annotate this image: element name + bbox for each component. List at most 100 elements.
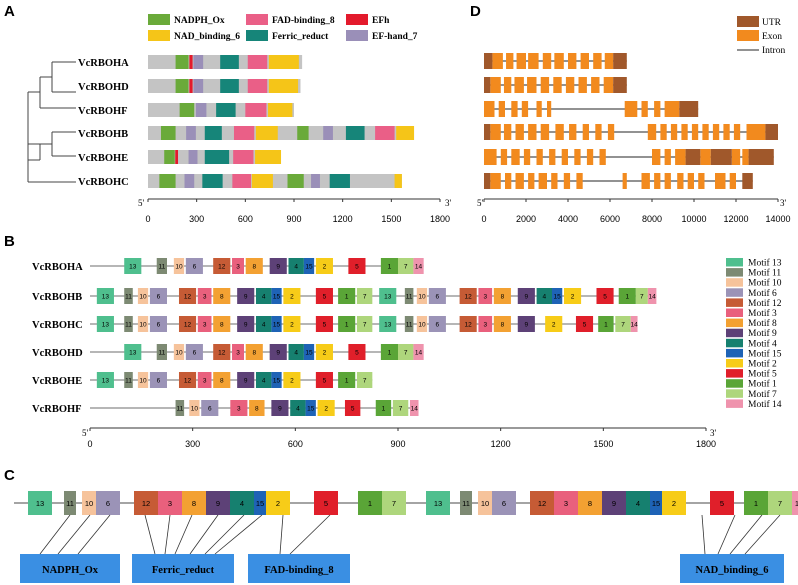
utr-block xyxy=(765,124,778,140)
motif-number: 7 xyxy=(640,294,644,301)
motif-7 xyxy=(635,288,648,304)
legend-label-motif-7: Motif 7 xyxy=(748,389,777,400)
domain-ef-hand_7 xyxy=(193,79,204,93)
motif-number: 8 xyxy=(588,499,592,508)
motif-number: 8 xyxy=(252,350,256,357)
connector-line xyxy=(174,514,193,555)
motif-number: 5 xyxy=(324,499,328,508)
exon-block xyxy=(538,173,547,189)
motif-9 xyxy=(517,316,535,332)
motif-number: 6 xyxy=(502,499,506,508)
motif-number: 9 xyxy=(612,499,616,508)
panel-c-letter: C xyxy=(4,467,15,484)
motif-15 xyxy=(271,288,282,304)
motif-7 xyxy=(356,316,373,332)
legend-label-exon: Exon xyxy=(762,32,782,42)
motif-1 xyxy=(380,344,398,360)
motif-number: 8 xyxy=(252,264,256,271)
exon-block xyxy=(582,124,589,140)
motif-1 xyxy=(380,258,398,274)
utr-block xyxy=(484,173,491,189)
motif-number: 15 xyxy=(305,350,313,357)
motif-14 xyxy=(413,344,424,360)
legend-label-motif-5: Motif 5 xyxy=(748,369,777,380)
exon-block xyxy=(641,173,650,189)
panel-d-five-prime: 5' xyxy=(477,198,484,208)
exon-block xyxy=(490,77,501,93)
motif-number: 12 xyxy=(142,499,150,508)
motif-number: 15 xyxy=(256,499,264,508)
motif-13 xyxy=(96,372,114,388)
motif-12 xyxy=(459,316,477,332)
connector-line xyxy=(204,514,245,555)
motif-number: 7 xyxy=(404,350,408,357)
motif-12 xyxy=(459,288,477,304)
motif-6 xyxy=(149,372,167,388)
domain-nadph_ox xyxy=(175,79,189,93)
motif-number: 11 xyxy=(125,378,132,385)
motif-number: 5 xyxy=(323,378,327,385)
exon-block xyxy=(698,173,705,189)
motif-number: 4 xyxy=(296,406,300,413)
exon-block xyxy=(553,77,562,93)
legend-label-efh: EFh xyxy=(372,16,390,26)
exon-block xyxy=(500,149,508,165)
motif-5 xyxy=(315,288,333,304)
axis-tick-label: 0 xyxy=(87,439,92,449)
motif-7 xyxy=(382,491,406,515)
connector-line xyxy=(39,514,71,555)
motif-number: 10 xyxy=(139,322,147,329)
motif-number: 9 xyxy=(525,294,529,301)
motif-5 xyxy=(315,372,333,388)
motif-8 xyxy=(213,372,231,388)
exon-block xyxy=(484,149,497,165)
motif-number: 8 xyxy=(192,499,196,508)
motif-number: 11 xyxy=(125,322,132,329)
exon-block xyxy=(523,149,531,165)
exon-block xyxy=(511,149,520,165)
motif-10 xyxy=(137,372,149,388)
motif-14 xyxy=(409,400,419,416)
motif-number: 8 xyxy=(220,294,224,301)
motif-number: 6 xyxy=(208,406,212,413)
motif-number: 15 xyxy=(554,294,562,301)
domain-ef-hand_7 xyxy=(188,150,198,164)
exon-block xyxy=(528,53,539,69)
motif-number: 5 xyxy=(603,294,607,301)
exon-block xyxy=(660,124,667,140)
motif-9 xyxy=(237,288,255,304)
domain-nadph_ox xyxy=(164,150,175,164)
motif-7 xyxy=(356,288,373,304)
axis-tick-label: 300 xyxy=(185,439,200,449)
motif-4 xyxy=(626,491,650,515)
motif-number: 10 xyxy=(191,406,199,413)
exon-block xyxy=(591,77,600,93)
connector-line xyxy=(77,514,111,555)
legend-swatch-nad_binding_6 xyxy=(148,30,170,41)
motif-7 xyxy=(398,258,414,274)
domain-label-box-fad-binding_8 xyxy=(248,554,350,583)
legend-label-utr: UTR xyxy=(762,18,782,28)
motif-number: 3 xyxy=(483,322,487,329)
motif-number: 5 xyxy=(323,294,327,301)
domain-ferric_reduct xyxy=(202,174,223,188)
legend-swatch-motif-5 xyxy=(726,369,743,378)
motif-number: 14 xyxy=(648,294,656,301)
connector-line xyxy=(57,514,91,555)
domain-label-text: NADPH_Ox xyxy=(42,565,99,576)
motif-number: 3 xyxy=(168,499,172,508)
motif-4 xyxy=(255,316,272,332)
motif-3 xyxy=(554,491,578,515)
motif-8 xyxy=(249,400,265,416)
domain-nad_binding_6 xyxy=(268,79,299,93)
motif-3 xyxy=(232,258,244,274)
exon-block xyxy=(681,124,688,140)
motif-10 xyxy=(416,316,428,332)
exon-block xyxy=(622,173,627,189)
motif-number: 13 xyxy=(129,264,137,271)
motif-number: 6 xyxy=(193,350,197,357)
motif-number: 10 xyxy=(418,322,426,329)
motif-13 xyxy=(124,258,142,274)
motif-5 xyxy=(596,288,614,304)
legend-swatch-motif-8 xyxy=(726,318,743,328)
